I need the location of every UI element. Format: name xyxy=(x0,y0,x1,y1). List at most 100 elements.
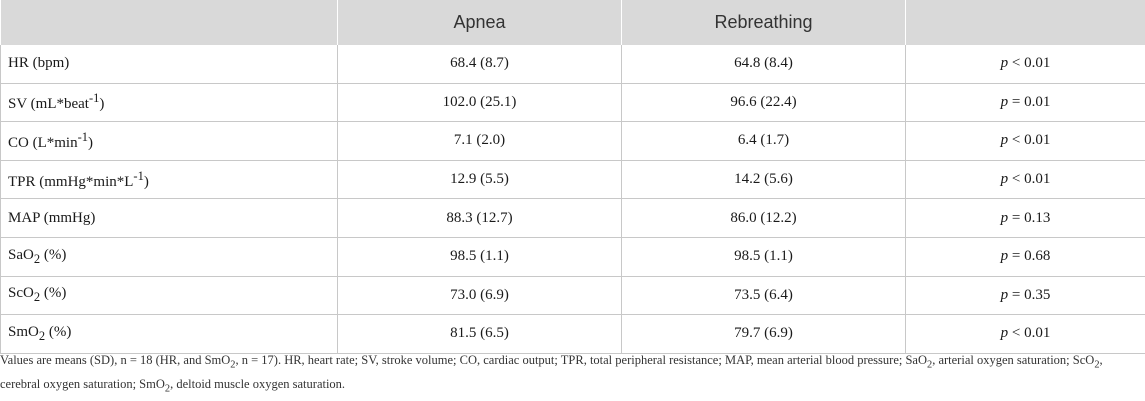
p-letter: p xyxy=(1000,132,1009,149)
cell-p-value: p = 0.01 xyxy=(905,83,1145,123)
table-footnote: Values are means (SD), n = 18 (HR, and S… xyxy=(0,351,1140,398)
cell-apnea: 73.0 (6.9) xyxy=(337,276,622,316)
row-label-text: SmO xyxy=(8,323,39,340)
p-number: 0.68 xyxy=(1024,248,1051,265)
row-label-tail: ) xyxy=(99,96,105,113)
cell-rebreathing: 86.0 (12.2) xyxy=(621,198,906,238)
table-header: Apnea Rebreathing xyxy=(0,0,1145,45)
table-row: ScO2 (%) 73.0 (6.9) 73.5 (6.4) p = 0.35 xyxy=(0,276,1145,316)
p-operator: = xyxy=(1011,209,1021,226)
row-label: SmO2 (%) xyxy=(0,314,338,354)
table-row: SaO2 (%) 98.5 (1.1) 98.5 (1.1) p = 0.68 xyxy=(0,237,1145,277)
cell-apnea: 81.5 (6.5) xyxy=(337,314,622,354)
p-letter: p xyxy=(1000,286,1009,303)
table-row: SV (mL*beat-1) 102.0 (25.1) 96.6 (22.4) p =… xyxy=(0,83,1145,123)
header-rebreathing: Rebreathing xyxy=(621,0,906,45)
cell-apnea: 98.5 (1.1) xyxy=(337,237,622,277)
row-label: HR (bpm) xyxy=(0,45,338,84)
cell-rebreathing: 6.4 (1.7) xyxy=(621,121,906,161)
footnote-sub-1: 2 xyxy=(230,359,236,371)
cell-rebreathing: 79.7 (6.9) xyxy=(621,314,906,354)
cell-apnea: 7.1 (2.0) xyxy=(337,121,622,161)
footnote-text-d: , cerebral oxygen saturation; SmO xyxy=(0,353,1103,391)
cell-apnea: 12.9 (5.5) xyxy=(337,160,622,200)
row-label-sub: 2 xyxy=(38,328,46,343)
table-row: CO (L*min-1) 7.1 (2.0) 6.4 (1.7) p < 0.01 xyxy=(0,121,1145,161)
footnote-text-c: , arterial oxygen saturation; ScO xyxy=(932,353,1095,367)
p-number: 0.01 xyxy=(1024,93,1051,110)
row-label-text: CO (L*min xyxy=(8,134,78,151)
cell-p-value: p < 0.01 xyxy=(905,121,1145,161)
row-label-sup: -1 xyxy=(77,129,89,144)
cell-p-value: p < 0.01 xyxy=(905,160,1145,200)
cell-apnea: 88.3 (12.7) xyxy=(337,198,622,238)
p-operator: < xyxy=(1011,55,1021,72)
p-number: 0.01 xyxy=(1024,171,1051,188)
row-label: SV (mL*beat-1) xyxy=(0,83,338,123)
header-variable xyxy=(0,0,338,45)
cell-p-value: p = 0.35 xyxy=(905,276,1145,316)
p-letter: p xyxy=(1000,93,1009,110)
row-label-text: SV (mL*beat xyxy=(8,96,89,113)
table-row: SmO2 (%) 81.5 (6.5) 79.7 (6.9) p < 0.01 xyxy=(0,314,1145,354)
p-letter: p xyxy=(1000,171,1009,188)
data-table: Apnea Rebreathing HR (bpm) 68.4 (8.7) 64.8… xyxy=(0,0,1145,354)
row-label-sup: -1 xyxy=(133,168,144,183)
cell-rebreathing: 73.5 (6.4) xyxy=(621,276,906,316)
table-row: HR (bpm) 68.4 (8.7) 64.8 (8.4) p < 0.01 xyxy=(0,45,1145,84)
p-number: 0.35 xyxy=(1024,286,1051,303)
p-operator: < xyxy=(1011,325,1021,342)
cell-rebreathing: 14.2 (5.6) xyxy=(621,160,906,200)
row-label-tail: (%) xyxy=(40,285,67,302)
cell-rebreathing: 98.5 (1.1) xyxy=(621,237,906,277)
row-label-text: HR (bpm) xyxy=(8,55,70,72)
p-number: 0.01 xyxy=(1024,132,1051,149)
row-label-tail: (%) xyxy=(40,246,67,263)
cell-rebreathing: 96.6 (22.4) xyxy=(621,83,906,123)
row-label-text: ScO xyxy=(8,285,34,302)
cell-p-value: p = 0.13 xyxy=(905,198,1145,238)
footnote-text-a: Values are means (SD), n = 18 (HR, and S… xyxy=(0,353,231,367)
footnote-text-b: , n = 17). HR, heart rate; SV, stroke vo… xyxy=(235,353,927,367)
row-label-sub: 2 xyxy=(33,251,41,266)
footnote-sub-2: 2 xyxy=(927,359,933,371)
cell-apnea: 102.0 (25.1) xyxy=(337,83,622,123)
header-apnea: Apnea xyxy=(337,0,622,45)
row-label: SaO2 (%) xyxy=(0,237,338,277)
row-label-text: SaO xyxy=(8,246,34,263)
row-label-tail: (%) xyxy=(45,323,72,340)
cell-p-value: p = 0.68 xyxy=(905,237,1145,277)
p-number: 0.13 xyxy=(1024,209,1051,226)
table-row: TPR (mmHg*min*L-1) 12.9 (5.5) 14.2 (5.6) p … xyxy=(0,160,1145,200)
footnote-text-e: , deltoid muscle oxygen saturation. xyxy=(170,376,346,391)
header-row: Apnea Rebreathing xyxy=(0,0,1145,45)
row-label: MAP (mmHg) xyxy=(0,198,338,238)
p-letter: p xyxy=(1000,248,1009,265)
row-label-sub: 2 xyxy=(33,290,41,305)
cell-apnea: 68.4 (8.7) xyxy=(337,45,622,84)
row-label: CO (L*min-1) xyxy=(0,121,338,161)
cell-p-value: p < 0.01 xyxy=(905,314,1145,354)
cell-p-value: p < 0.01 xyxy=(905,45,1145,84)
table-row: MAP (mmHg) 88.3 (12.7) 86.0 (12.2) p = 0.13 xyxy=(0,198,1145,238)
p-number: 0.01 xyxy=(1024,55,1051,72)
p-letter: p xyxy=(1000,325,1009,342)
p-operator: = xyxy=(1011,248,1021,265)
row-label-text: TPR (mmHg*min*L xyxy=(8,173,134,190)
row-label-sup: -1 xyxy=(88,91,100,106)
table-body: HR (bpm) 68.4 (8.7) 64.8 (8.4) p < 0.01 SV (… xyxy=(0,45,1145,354)
footnote-sub-3: 2 xyxy=(1094,359,1100,371)
p-letter: p xyxy=(1000,55,1009,72)
cell-rebreathing: 64.8 (8.4) xyxy=(621,45,906,84)
row-label-tail: ) xyxy=(143,173,149,190)
header-p-value xyxy=(905,0,1145,45)
p-letter: p xyxy=(1000,209,1009,226)
p-number: 0.01 xyxy=(1024,325,1051,342)
row-label: ScO2 (%) xyxy=(0,276,338,316)
p-operator: = xyxy=(1011,93,1021,110)
row-label: TPR (mmHg*min*L-1) xyxy=(0,160,338,200)
p-operator: = xyxy=(1011,286,1021,303)
p-operator: < xyxy=(1011,171,1021,188)
row-label-text: MAP (mmHg) xyxy=(8,209,96,226)
